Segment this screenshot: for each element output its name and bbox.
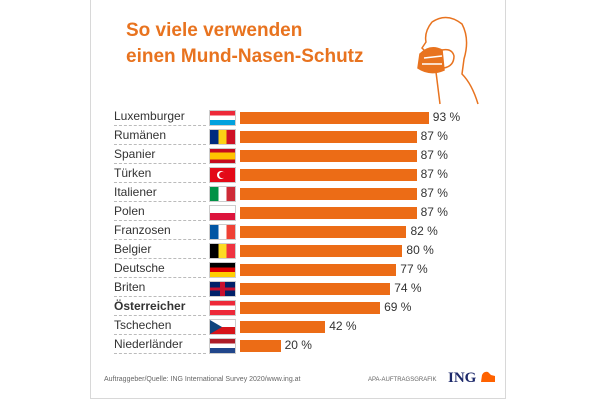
flag-poland-icon <box>210 206 235 220</box>
value-label: 93 % <box>432 110 461 124</box>
flag-romania-icon <box>210 130 235 144</box>
crescent-icon <box>217 171 226 179</box>
chart-row: Polen 87 % <box>112 203 448 222</box>
category-label: Niederländer <box>114 337 206 354</box>
chart-row: Niederländer 20 % <box>112 336 442 355</box>
ing-logo-text: ING <box>448 370 477 386</box>
category-label: Italiener <box>114 185 206 202</box>
flag-belgium-icon <box>210 244 235 258</box>
ing-logo: ING <box>448 369 497 387</box>
flag-italy-icon <box>210 187 235 201</box>
value-label: 87 % <box>420 129 448 143</box>
bar <box>240 302 381 314</box>
chart-row: Deutsche 77 % <box>112 260 442 279</box>
value-label: 74 % <box>394 281 422 295</box>
chart-row: Franzosen 82 % <box>112 222 442 241</box>
value-label: 42 % <box>329 319 357 333</box>
category-label: Briten <box>114 280 206 297</box>
person-mask-icon <box>417 16 479 105</box>
category-label: Spanier <box>114 147 206 164</box>
lion-icon <box>481 371 496 382</box>
bar <box>240 188 417 200</box>
bar <box>240 169 417 181</box>
chart-row: Rumänen 87 % <box>112 127 448 146</box>
value-label: 82 % <box>410 224 438 238</box>
bar <box>240 150 417 162</box>
category-label: Türken <box>114 166 206 183</box>
category-label: Tschechen <box>114 318 206 335</box>
category-label: Franzosen <box>114 223 206 240</box>
flag-spain-icon <box>210 149 235 163</box>
value-label: 20 % <box>284 338 312 352</box>
source-note: Auftraggeber/Quelle: ING International S… <box>104 376 301 383</box>
bar <box>240 131 417 143</box>
chart-row: Briten 74 % <box>112 279 442 298</box>
chart-row: Österreicher 69 % <box>112 298 442 317</box>
bar <box>240 207 417 219</box>
chart-row: Türken 87 % <box>112 165 448 184</box>
category-label: Luxemburger <box>114 109 206 126</box>
bar <box>240 283 391 295</box>
value-label: 87 % <box>420 186 448 200</box>
value-label: 87 % <box>420 205 448 219</box>
bar <box>240 112 429 124</box>
flag-luxembourg-icon <box>210 111 235 125</box>
value-label: 87 % <box>420 148 448 162</box>
flag-austria-icon <box>210 301 235 315</box>
category-label: Belgier <box>114 242 206 259</box>
bar <box>240 226 407 238</box>
credit: APA-AUFTRAGSGRAFIK <box>368 377 437 383</box>
flag-czechia-icon <box>210 320 235 334</box>
value-label: 69 % <box>384 300 412 314</box>
category-label: Polen <box>114 204 206 221</box>
flag-turkey-icon <box>210 168 235 182</box>
flag-uk-icon <box>210 282 235 296</box>
bar <box>240 245 403 257</box>
bar <box>240 321 326 333</box>
category-label: Rumänen <box>114 128 206 145</box>
chart-row: Italiener 87 % <box>112 184 448 203</box>
chart-row: Spanier 87 % <box>112 146 448 165</box>
flag-france-icon <box>210 225 235 239</box>
category-label: Österreicher <box>114 299 206 316</box>
bar <box>240 264 397 276</box>
title-line-2: einen Mund-Nasen-Schutz <box>126 46 364 67</box>
value-label: 80 % <box>406 243 434 257</box>
flag-germany-icon <box>210 263 235 277</box>
bar <box>240 340 281 352</box>
flag-netherlands-icon <box>210 339 235 353</box>
title-line-1: So viele verwenden <box>126 20 303 41</box>
value-label: 77 % <box>400 262 428 276</box>
category-label: Deutsche <box>114 261 206 278</box>
value-label: 87 % <box>420 167 448 181</box>
chart-row: Luxemburger 93 % <box>112 108 460 127</box>
chart-row: Belgier 80 % <box>112 241 442 260</box>
chart-row: Tschechen 42 % <box>112 317 442 336</box>
